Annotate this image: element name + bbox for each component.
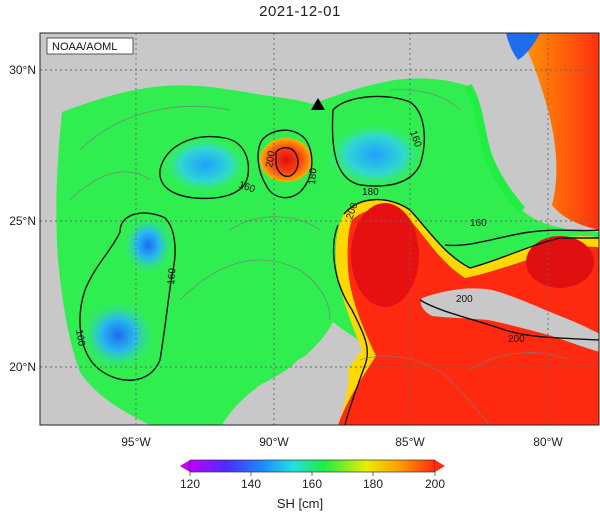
warm-core-loop bbox=[351, 203, 419, 307]
contour-label: 160 bbox=[73, 329, 87, 348]
contour-label: 180 bbox=[362, 187, 379, 198]
warm-eddy-center bbox=[260, 138, 312, 182]
credit-text: NOAA/AOML bbox=[52, 41, 117, 53]
contour-label: 160 bbox=[166, 267, 178, 285]
colorbar-max-arrow bbox=[435, 460, 445, 472]
colorbar-tick: 200 bbox=[425, 477, 445, 491]
contour-label: 200 bbox=[264, 150, 278, 169]
cool-eddy-west bbox=[163, 137, 247, 193]
credit-box bbox=[46, 37, 134, 55]
lat-label: 30°N bbox=[9, 63, 36, 77]
lon-label: 85°W bbox=[395, 435, 425, 449]
colorbar-tick: 160 bbox=[302, 477, 322, 491]
contour-label: 160 bbox=[470, 218, 487, 229]
colorbar-tick: 120 bbox=[180, 477, 200, 491]
cuba-land bbox=[420, 288, 599, 352]
map-frame bbox=[39, 32, 600, 426]
lat-axis: 30°N 25°N 20°N bbox=[9, 63, 36, 374]
cool-eddy-east bbox=[327, 123, 423, 187]
colorbar-tick: 140 bbox=[241, 477, 261, 491]
lon-label: 95°W bbox=[121, 435, 151, 449]
cool-eddy-southwest bbox=[80, 299, 156, 371]
colorbar-unit-label: SH [cm] bbox=[276, 496, 324, 511]
minor-contours bbox=[69, 89, 571, 425]
lon-label: 90°W bbox=[259, 435, 289, 449]
atlantic-ne-blue bbox=[506, 33, 540, 60]
colorbar: 120 140 160 180 200 bbox=[180, 459, 445, 491]
yucatan-land bbox=[250, 351, 349, 425]
contour-label: 200 bbox=[456, 294, 473, 305]
colorbar-tick: 180 bbox=[363, 477, 383, 491]
contour-label: 200 bbox=[508, 334, 525, 345]
lon-label: 80°W bbox=[533, 435, 563, 449]
cool-eddy-south bbox=[122, 215, 174, 275]
station-marker-icon bbox=[311, 98, 325, 110]
lat-label: 20°N bbox=[9, 360, 36, 374]
lat-label: 25°N bbox=[9, 214, 36, 228]
colorbar-bar bbox=[189, 459, 436, 473]
atlantic-ne bbox=[520, 33, 599, 230]
lon-axis: 95°W 90°W 85°W 80°W bbox=[121, 435, 563, 449]
contour-label: 180 bbox=[307, 167, 319, 185]
florida-land bbox=[470, 40, 553, 207]
graticule bbox=[40, 33, 599, 425]
warm-eddy-east bbox=[526, 236, 594, 288]
colorbar-min-arrow bbox=[180, 460, 190, 472]
florida-shelf bbox=[464, 83, 526, 213]
map-title: 2021-12-01 bbox=[259, 3, 341, 20]
